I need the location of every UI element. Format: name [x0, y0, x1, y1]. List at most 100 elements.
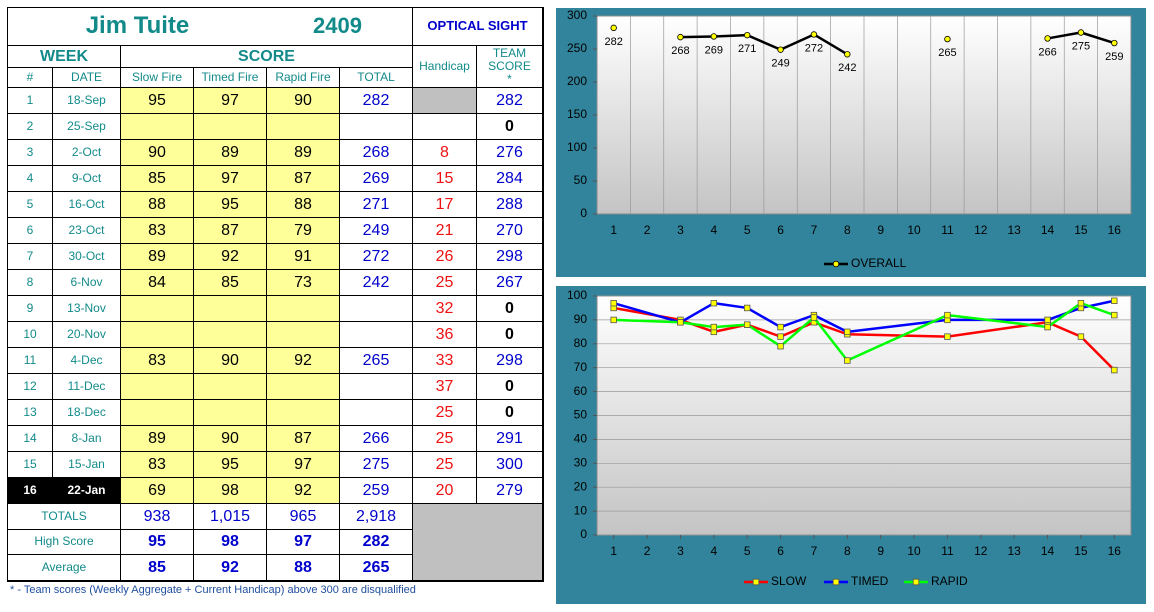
score: 87 [194, 218, 267, 244]
score: 89 [121, 244, 194, 270]
team-score: 282 [477, 88, 543, 114]
total: 275 [340, 452, 413, 478]
x-tick-label: 8 [844, 544, 851, 558]
column-header: Timed Fire [194, 68, 267, 88]
week-date: 25-Sep [53, 114, 121, 140]
legend-marker [832, 260, 840, 268]
x-tick-label: 15 [1074, 223, 1088, 237]
handicap: 17 [413, 192, 477, 218]
week-date: 30-Oct [53, 244, 121, 270]
summary-value: 2,918 [340, 504, 413, 530]
handicap [413, 88, 477, 114]
x-tick-label: 11 [941, 223, 954, 237]
score: 89 [194, 140, 267, 166]
x-tick-label: 7 [811, 223, 818, 237]
score [267, 296, 340, 322]
column-header: TOTAL [340, 68, 413, 88]
score [121, 400, 194, 426]
week-number: 7 [8, 244, 53, 270]
handicap: 15 [413, 166, 477, 192]
score: 85 [121, 166, 194, 192]
score: 88 [121, 192, 194, 218]
score: 95 [194, 192, 267, 218]
week-date: 23-Oct [53, 218, 121, 244]
marker [1044, 316, 1051, 324]
marker [743, 321, 751, 328]
marker [1111, 366, 1118, 374]
handicap: 32 [413, 296, 477, 322]
total: 282 [340, 88, 413, 114]
handicap: 37 [413, 374, 477, 400]
data-label: 265 [938, 47, 956, 59]
score: 69 [121, 478, 194, 504]
legend-label: TIMED [851, 574, 889, 588]
handicap: 25 [413, 452, 477, 478]
week-date: 11-Dec [53, 374, 121, 400]
handicap: 25 [413, 270, 477, 296]
total [340, 322, 413, 348]
column-header: TEAM SCORE * [477, 46, 543, 88]
score: 85 [194, 270, 267, 296]
team-score: 298 [477, 348, 543, 374]
marker [944, 311, 951, 319]
score: 90 [267, 88, 340, 114]
score: 87 [267, 166, 340, 192]
summary-label: High Score [8, 529, 121, 556]
x-tick-label: 2 [644, 544, 651, 558]
week-date: 2-Oct [53, 140, 121, 166]
x-tick-label: 12 [974, 544, 988, 558]
week-number: 1 [8, 88, 53, 114]
team-score: 0 [477, 322, 543, 348]
week-number: 15 [8, 452, 53, 478]
handicap: 36 [413, 322, 477, 348]
x-tick-label: 1 [610, 223, 617, 237]
x-tick-label: 3 [677, 544, 684, 558]
week-number: 13 [8, 400, 53, 426]
data-label: 275 [1072, 40, 1090, 52]
total: 272 [340, 244, 413, 270]
x-tick-label: 2 [644, 223, 651, 237]
score [194, 400, 267, 426]
total [340, 114, 413, 140]
legend-label: RAPID [931, 574, 968, 588]
score [121, 114, 194, 140]
marker [710, 33, 718, 40]
x-tick-label: 4 [710, 544, 717, 558]
summary-value: 92 [194, 555, 267, 582]
y-tick-label: 100 [567, 140, 587, 154]
score: 83 [121, 348, 194, 374]
marker [1044, 35, 1051, 42]
handicap [413, 114, 477, 140]
week-number: 8 [8, 270, 53, 296]
team-score: 267 [477, 270, 543, 296]
marker [844, 357, 851, 364]
team-score: 270 [477, 218, 543, 244]
week-number: 9 [8, 296, 53, 322]
column-header: Handicap [413, 46, 477, 88]
score: 88 [267, 192, 340, 218]
score: 91 [267, 244, 340, 270]
summary-value: 98 [194, 529, 267, 556]
total: 271 [340, 192, 413, 218]
category: OPTICAL SIGHT [413, 8, 543, 46]
summary-value: 97 [267, 529, 340, 556]
score: 95 [194, 452, 267, 478]
total: 266 [340, 426, 413, 452]
y-tick-label: 30 [574, 455, 588, 469]
column-header: # [8, 68, 53, 88]
column-header: Slow Fire [121, 68, 194, 88]
footnote: * - Team scores (Weekly Aggregate + Curr… [10, 584, 416, 596]
data-label: 242 [838, 62, 856, 74]
x-tick-label: 10 [907, 544, 921, 558]
x-tick-label: 13 [1008, 544, 1022, 558]
marker [1044, 323, 1051, 331]
week-date: 6-Nov [53, 270, 121, 296]
x-tick-label: 14 [1041, 544, 1055, 558]
week-date: 20-Nov [53, 322, 121, 348]
x-tick-label: 6 [777, 223, 784, 237]
marker [710, 299, 718, 307]
team-score: 298 [477, 244, 543, 270]
summary-label: Average [8, 555, 121, 582]
legend-marker [832, 578, 840, 586]
